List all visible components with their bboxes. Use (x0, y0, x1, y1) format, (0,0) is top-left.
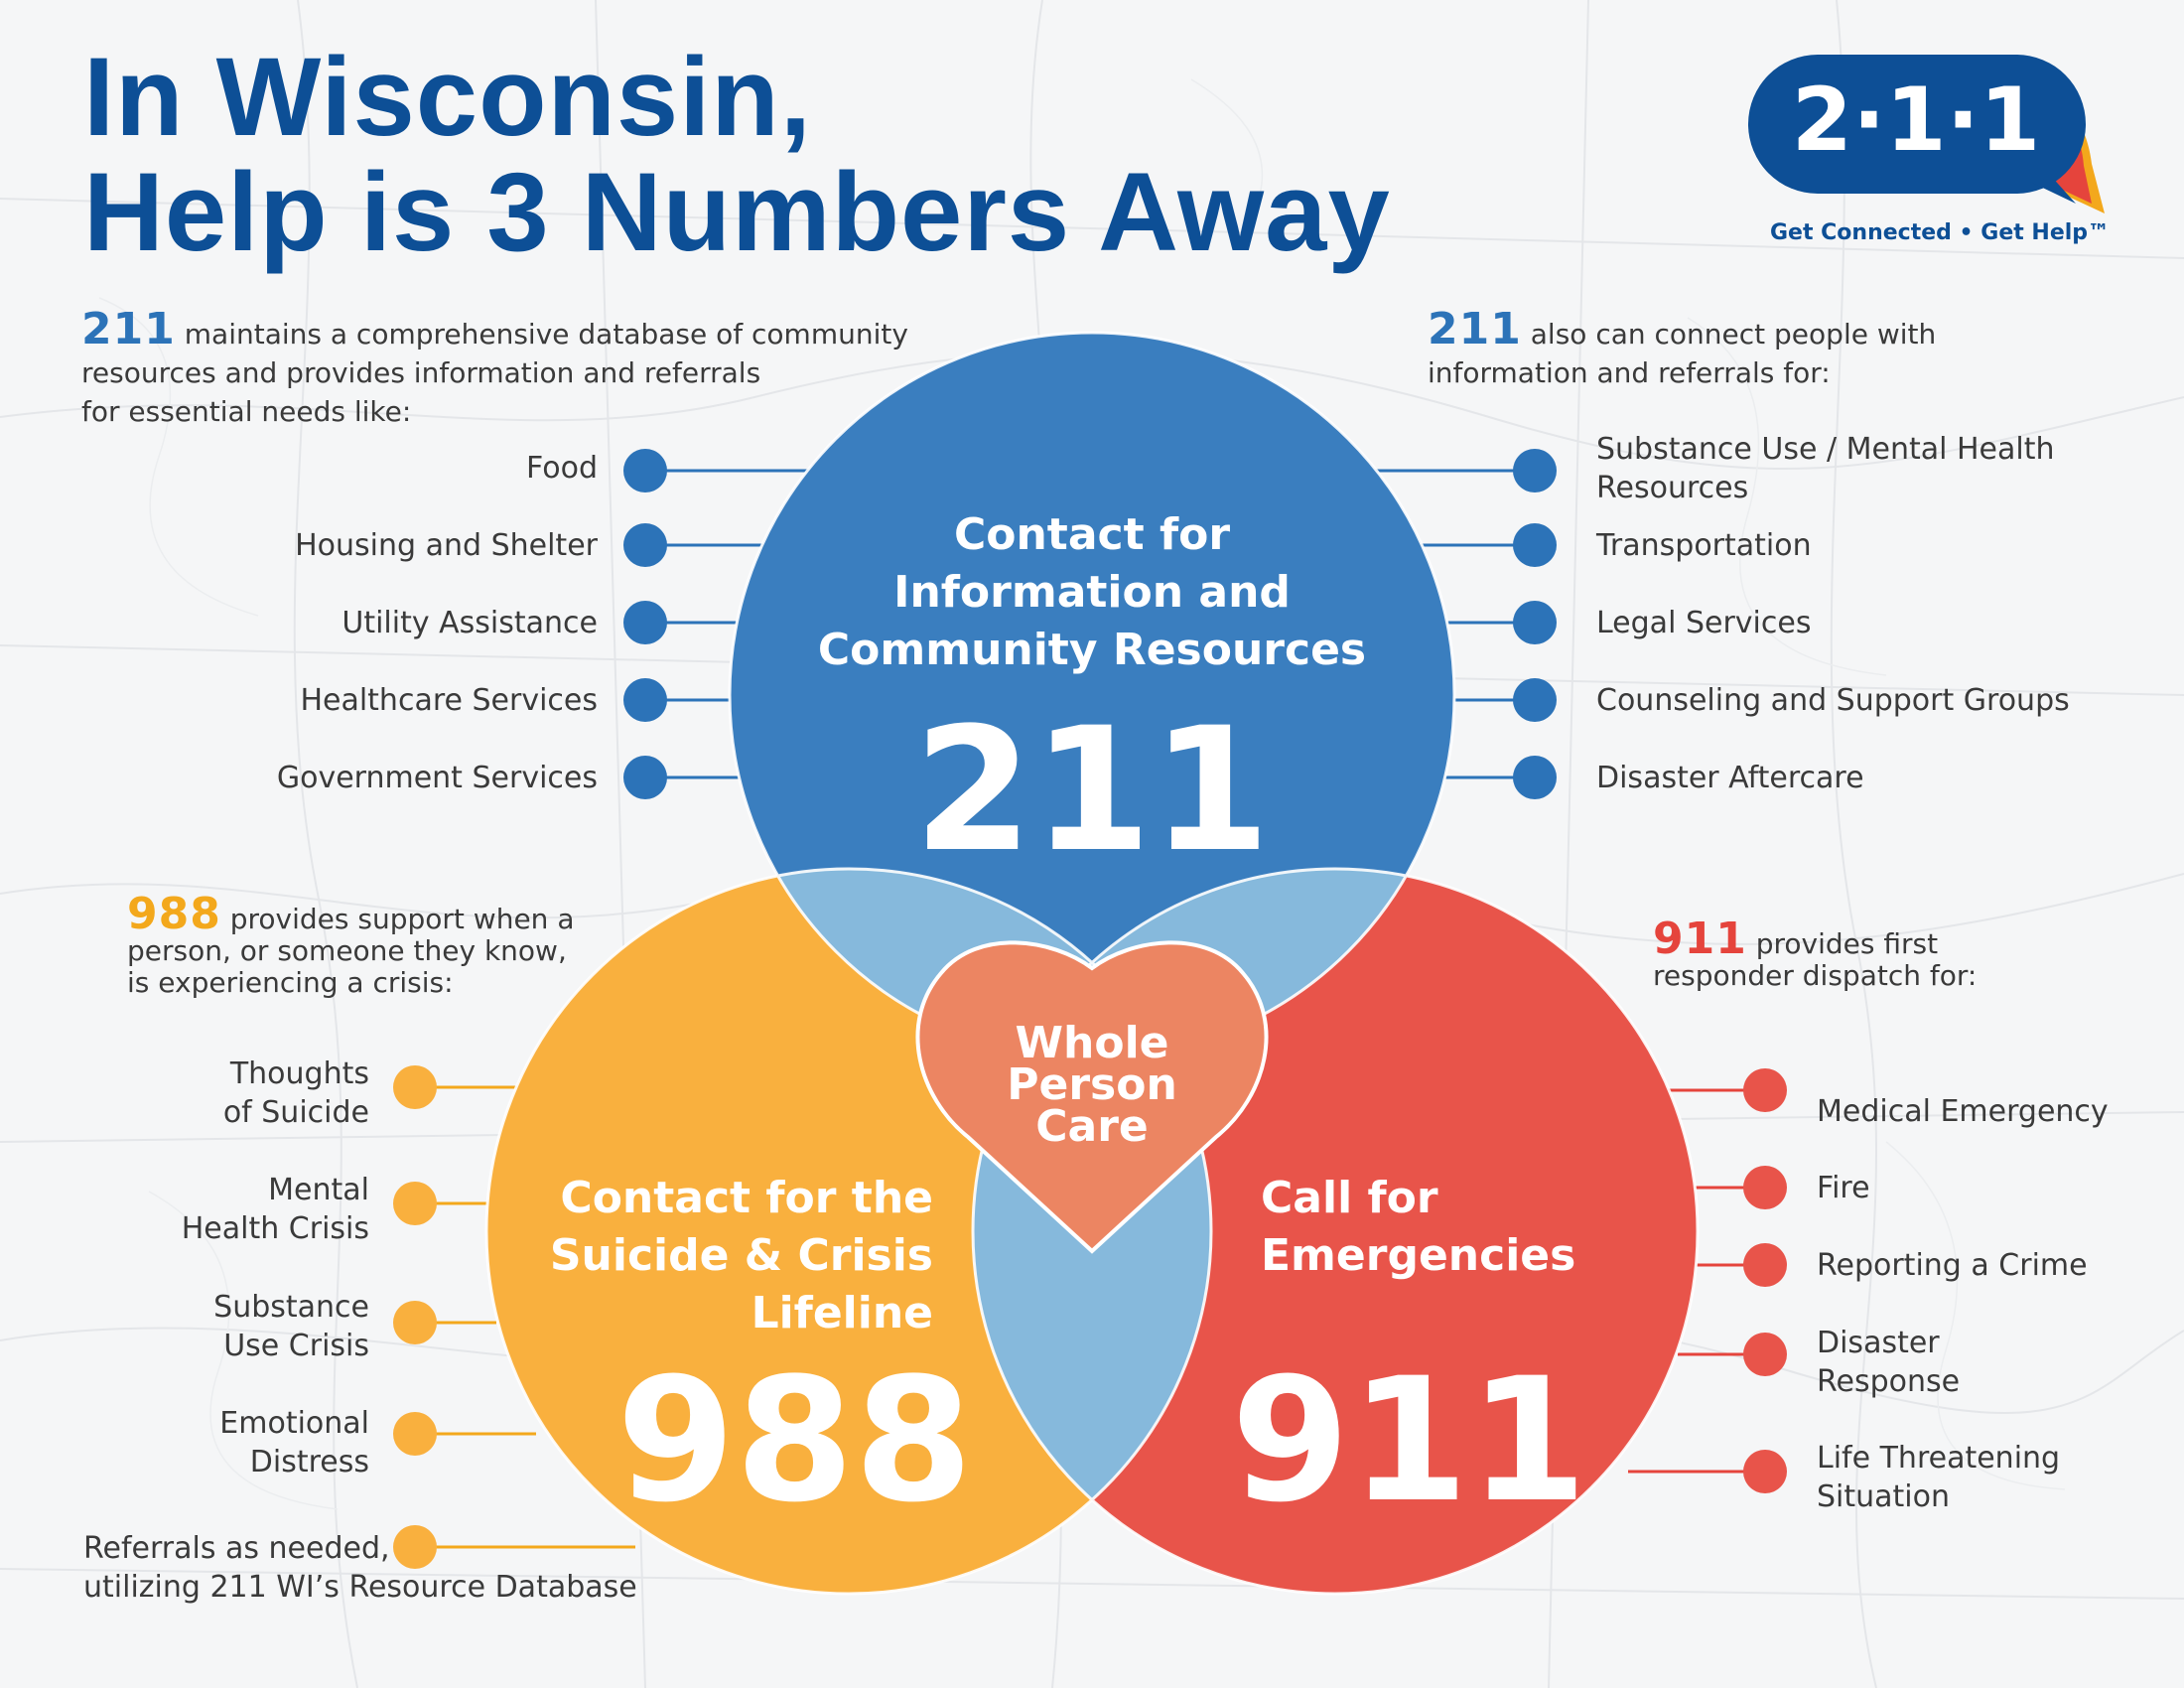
logo-text: 2·1·1 (1791, 69, 2041, 171)
intro-text: information and referrals for: (1428, 356, 1831, 389)
item-line: Disaster Aftercare (1596, 761, 1864, 795)
intro-211-right: 211 also can connect people with informa… (1428, 308, 2122, 392)
item-line: Counseling and Support Groups (1596, 683, 2070, 718)
list-911-item: Disaster Response (1817, 1324, 1960, 1401)
item-line: Mental (268, 1173, 369, 1207)
list-911-item: Fire (1817, 1169, 1870, 1207)
item-line: Health Crisis (181, 1211, 369, 1246)
list-211-right-item: Counseling and Support Groups (1596, 681, 2070, 720)
list-988-item: Mental Health Crisis (182, 1171, 369, 1248)
intro-text: provides first (1746, 927, 1939, 960)
list-211-left-item: Food (526, 451, 598, 486)
number-211: 211 (913, 690, 1271, 890)
intro-text: provides support when a (220, 903, 575, 935)
item-line: Distress (249, 1445, 369, 1479)
item-line: Life Threatening (1817, 1441, 2061, 1476)
label-line: Emergencies (1261, 1230, 1576, 1281)
item-line: Legal Services (1596, 606, 1812, 640)
label-line: Community Resources (817, 625, 1367, 675)
page-title-line-2: Help is 3 Numbers Away (83, 150, 1391, 274)
label-line: Lifeline (751, 1288, 933, 1338)
label-line: Care (1035, 1101, 1149, 1152)
item-line: Emotional (219, 1406, 369, 1441)
item-line: Reporting a Crime (1817, 1248, 2088, 1283)
item-line: utilizing 211 WI’s Resource Database (83, 1570, 637, 1605)
label-line: Information and (893, 567, 1291, 618)
label-line: Contact for (953, 509, 1231, 560)
item-line: Situation (1817, 1479, 1951, 1514)
item-line: Referrals as needed, (83, 1531, 390, 1566)
intro-988: 988 provides support when a person, or s… (127, 893, 683, 999)
intro-text: for essential needs like: (81, 395, 412, 428)
number-911: 911 (1231, 1340, 1588, 1540)
item-line: Substance (213, 1290, 369, 1325)
label-line: Call for (1261, 1173, 1438, 1223)
intro-text: responder dispatch for: (1653, 959, 1978, 992)
bullets-988 (393, 1065, 437, 1569)
logo-tagline: Get Connected • Get Help™ (1770, 220, 2111, 245)
list-211-right-item: Legal Services (1596, 604, 1811, 642)
item-line: Fire (1817, 1171, 1870, 1205)
list-988-item: Emotional Distress (219, 1404, 369, 1481)
211-logo: 2·1·1 Get Connected • Get Help™ (1742, 55, 2110, 253)
list-211-right-item: Transportation (1596, 526, 1812, 565)
speech-bubble-icon (1748, 55, 2105, 213)
bullets-911 (1743, 1068, 1787, 1493)
item-line: Transportation (1596, 528, 1812, 563)
intro-number: 911 (1653, 914, 1747, 964)
intro-text: is experiencing a crisis: (127, 966, 454, 999)
page-title-line-1: In Wisconsin, (83, 35, 812, 159)
intro-number: 988 (127, 889, 221, 939)
item-line: Thoughts (229, 1056, 369, 1091)
list-211-left-item: Healthcare Services (300, 683, 598, 718)
item-line: Resources (1596, 471, 1749, 505)
list-911-item: Medical Emergency (1817, 1092, 2109, 1131)
list-911-item: Life Threatening Situation (1817, 1439, 2060, 1516)
circle-211-label: Contact for Information and Community Re… (794, 506, 1390, 679)
list-211-left-item: Utility Assistance (341, 606, 598, 640)
list-211-left-item: Government Services (276, 761, 598, 795)
item-line: Substance Use / Mental Health (1596, 432, 2055, 467)
list-988-item: Substance Use Crisis (213, 1288, 369, 1365)
item-line: of Suicide (222, 1095, 369, 1130)
circle-911-label: Call for Emergencies (1261, 1170, 1678, 1285)
circle-988-label: Contact for the Suicide & Crisis Lifelin… (516, 1170, 933, 1342)
label-line: Suicide & Crisis (549, 1230, 933, 1281)
bullets-211 (623, 449, 1557, 799)
item-line: Medical Emergency (1817, 1094, 2109, 1129)
list-211-right-item: Disaster Aftercare (1596, 759, 1864, 797)
label-line: Contact for the (560, 1173, 933, 1223)
intro-text: person, or someone they know, (127, 934, 567, 967)
heart-icon (915, 940, 1269, 1254)
intro-text: resources and provides information and r… (81, 356, 761, 389)
heart-label: Whole Person Care (993, 1018, 1191, 1152)
list-988-item: Thoughts of Suicide (223, 1055, 369, 1132)
label-line: Person (1007, 1059, 1177, 1110)
item-line: Use Crisis (223, 1329, 369, 1363)
list-911-item: Reporting a Crime (1817, 1246, 2088, 1285)
list-211-left-item: Housing and Shelter (295, 528, 598, 563)
intro-211-left: 211 maintains a comprehensive database o… (81, 308, 975, 431)
intro-number: 211 (81, 304, 176, 354)
label-line: Whole (1015, 1018, 1169, 1068)
intro-text: maintains a comprehensive database of co… (175, 318, 908, 351)
intro-911: 911 provides first responder dispatch fo… (1653, 917, 2169, 992)
number-988: 988 (615, 1340, 973, 1540)
item-line: Disaster (1817, 1326, 1940, 1360)
intro-number: 211 (1428, 304, 1522, 354)
list-211-right-item: Substance Use / Mental Health Resources (1596, 430, 2054, 507)
intro-text: also can connect people with (1521, 318, 1937, 351)
item-line: Response (1817, 1364, 1961, 1399)
list-988-item: Referrals as needed, utilizing 211 WI’s … (83, 1529, 637, 1607)
